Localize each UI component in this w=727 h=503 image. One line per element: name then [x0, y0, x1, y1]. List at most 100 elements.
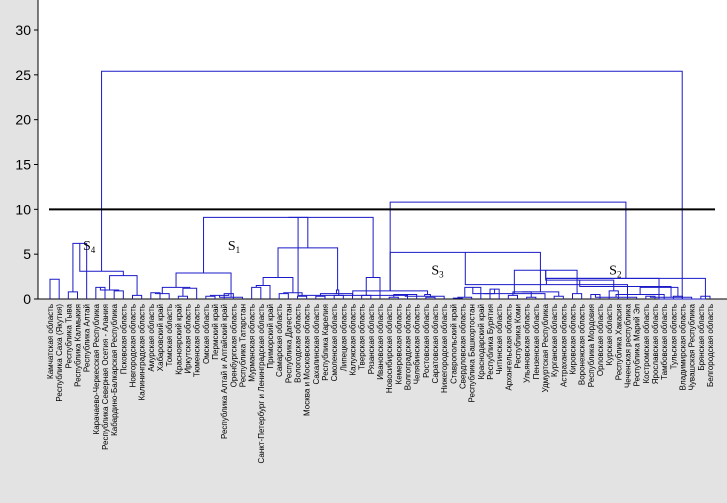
- cluster-label: S3: [431, 263, 444, 279]
- leaf-label: Калужская область: [349, 304, 358, 376]
- leaf-label: Томская область: [165, 304, 174, 367]
- leaf-label: Тюменская область: [193, 304, 202, 377]
- leaf-label: Удмуртская Республика: [541, 303, 550, 392]
- leaf-label: Сахалинская область: [312, 304, 321, 385]
- leaf-label: Республика Хакасия: [614, 304, 623, 380]
- leaf-label: Владимирская область: [679, 304, 688, 390]
- leaf-label: Воронежская область: [578, 304, 587, 385]
- dendrogram-link: [545, 270, 660, 288]
- dendrogram-link: [457, 296, 473, 299]
- y-tick-label: 5: [23, 246, 31, 262]
- leaf-label: Брянская область: [697, 304, 706, 371]
- leaf-label: Нижегородская область: [440, 304, 449, 393]
- leaf-label: Красноярский край: [174, 304, 183, 375]
- leaf-label: Кабардино-Балкарская Республика: [110, 303, 119, 435]
- leaf-label: Новгородская область: [129, 304, 138, 387]
- leaf-label: Чувашская Республика: [688, 303, 697, 390]
- leaf-label: Смоленская область: [330, 304, 339, 381]
- leaf-label: Республика Алтай: [83, 304, 92, 372]
- leaf-label: Ростовская область: [422, 304, 431, 378]
- leaf-label: Ставропольский край: [449, 304, 458, 384]
- cluster-label: S4: [83, 239, 96, 255]
- leaf-label: Архангельская область: [504, 304, 513, 391]
- leaf-label: Омская область: [202, 304, 211, 364]
- leaf-label: Республика Башкортостан: [468, 304, 477, 402]
- leaf-label: Читинская область: [495, 304, 504, 375]
- leaf-labels: Камчатская область Республика Саха (Якути…: [46, 303, 715, 463]
- leaf-label: Курганская область: [550, 304, 559, 377]
- leaf-label: Карачаево-Черкесская Республика: [92, 303, 101, 434]
- leaf-label: Республика Саха (Якутия): [55, 304, 64, 402]
- dendrogram-link: [522, 291, 560, 297]
- leaf-label: Республика Северная Осетия - Алания: [101, 304, 110, 450]
- leaf-label: Ивановская область: [376, 304, 385, 380]
- dendrogram-link: [109, 275, 138, 296]
- leaf-label: Кемеровская область: [394, 304, 403, 384]
- leaf-label: Амурская область: [147, 304, 156, 372]
- leaf-label: Мурманская область: [248, 304, 257, 382]
- leaf-label: Республика Карелия: [321, 304, 330, 381]
- leaf-label: Хабаровский край: [156, 304, 165, 371]
- leaf-label: Республика Дагестан: [284, 304, 293, 383]
- y-tick-label: 15: [15, 157, 31, 173]
- leaf-label: Пермский край: [211, 304, 220, 360]
- leaf-label: Республика Тыва: [64, 303, 73, 368]
- leaf-label: Курская область: [605, 304, 614, 365]
- y-tick-label: 0: [23, 291, 31, 307]
- leaf-label: Новосибирская область: [385, 304, 394, 393]
- dendrogram-link: [424, 294, 431, 298]
- dendrogram-link: [483, 293, 546, 299]
- dendrogram-link: [209, 293, 230, 297]
- leaf-label: Псковская область: [119, 304, 128, 374]
- leaf-label: Иркутская область: [184, 304, 193, 374]
- dendrogram-link: [49, 278, 60, 299]
- leaf-label: Вологодская область: [294, 304, 303, 383]
- leaf-label: Республика Бурятия: [486, 304, 495, 380]
- leaf-label: Краснодарский край: [477, 304, 486, 379]
- dendrogram-link: [579, 280, 672, 298]
- dendrogram-link: [526, 296, 537, 299]
- leaf-label: Кировская область: [569, 304, 578, 375]
- dendrogram-link: [219, 295, 243, 299]
- dendrogram-link: [150, 292, 161, 299]
- y-tick-label: 30: [15, 22, 31, 38]
- leaf-label: Рязанская область: [367, 304, 376, 374]
- dendrogram-link: [389, 201, 627, 291]
- leaf-label: Волгоградская область: [404, 304, 413, 390]
- leaf-label: Москва и Московская область: [303, 304, 312, 416]
- leaf-label: Тамбовская область: [660, 304, 669, 380]
- leaf-label: Костромская область: [642, 304, 651, 383]
- y-tick-label: 25: [15, 67, 31, 83]
- leaf-label: Ярославская область: [651, 304, 660, 384]
- leaf-label: Орловская область: [596, 304, 605, 376]
- y-axis-ticks: 0 5 10 15 20 25 30: [15, 22, 38, 307]
- leaf-label: Пензенская область: [532, 304, 541, 379]
- cluster-label: S2: [609, 263, 621, 279]
- cluster-label: S1: [228, 239, 240, 255]
- leaf-label: Республика Татарстан: [239, 304, 248, 387]
- leaf-label: Саратовская область: [431, 304, 440, 384]
- leaf-label: Республика Мордовия: [587, 304, 596, 387]
- leaf-label: Липецкая область: [339, 304, 348, 371]
- leaf-label: Самарская область: [275, 304, 284, 377]
- plot-area: [38, 0, 727, 299]
- leaf-label: Белгородская область: [706, 304, 715, 387]
- dendrogram-link: [649, 296, 693, 299]
- dendrogram-link: [175, 272, 232, 298]
- leaf-label: Тверская область: [358, 304, 367, 370]
- y-tick-label: 10: [15, 201, 31, 217]
- leaf-label: Республика Коми: [514, 304, 523, 369]
- dendrogram-link: [594, 294, 638, 299]
- dendrogram-link: [288, 216, 309, 248]
- leaf-label: Астраханская область: [559, 304, 568, 387]
- dendrogram-link: [95, 286, 106, 299]
- leaf-label: Камчатская область: [46, 304, 55, 379]
- leaf-label: Оренбургская область: [229, 304, 238, 387]
- leaf-label: Калининградская область: [138, 304, 147, 400]
- y-tick-label: 20: [15, 112, 31, 128]
- leaf-label: Республика Марий Эл: [633, 304, 642, 387]
- leaf-label: Санкт-Петербург и Ленинградская область: [257, 304, 266, 463]
- leaf-label: Республика Алтай и Алтайский край: [220, 304, 229, 439]
- cluster-labels: S4 S1 S3 S2: [83, 239, 621, 279]
